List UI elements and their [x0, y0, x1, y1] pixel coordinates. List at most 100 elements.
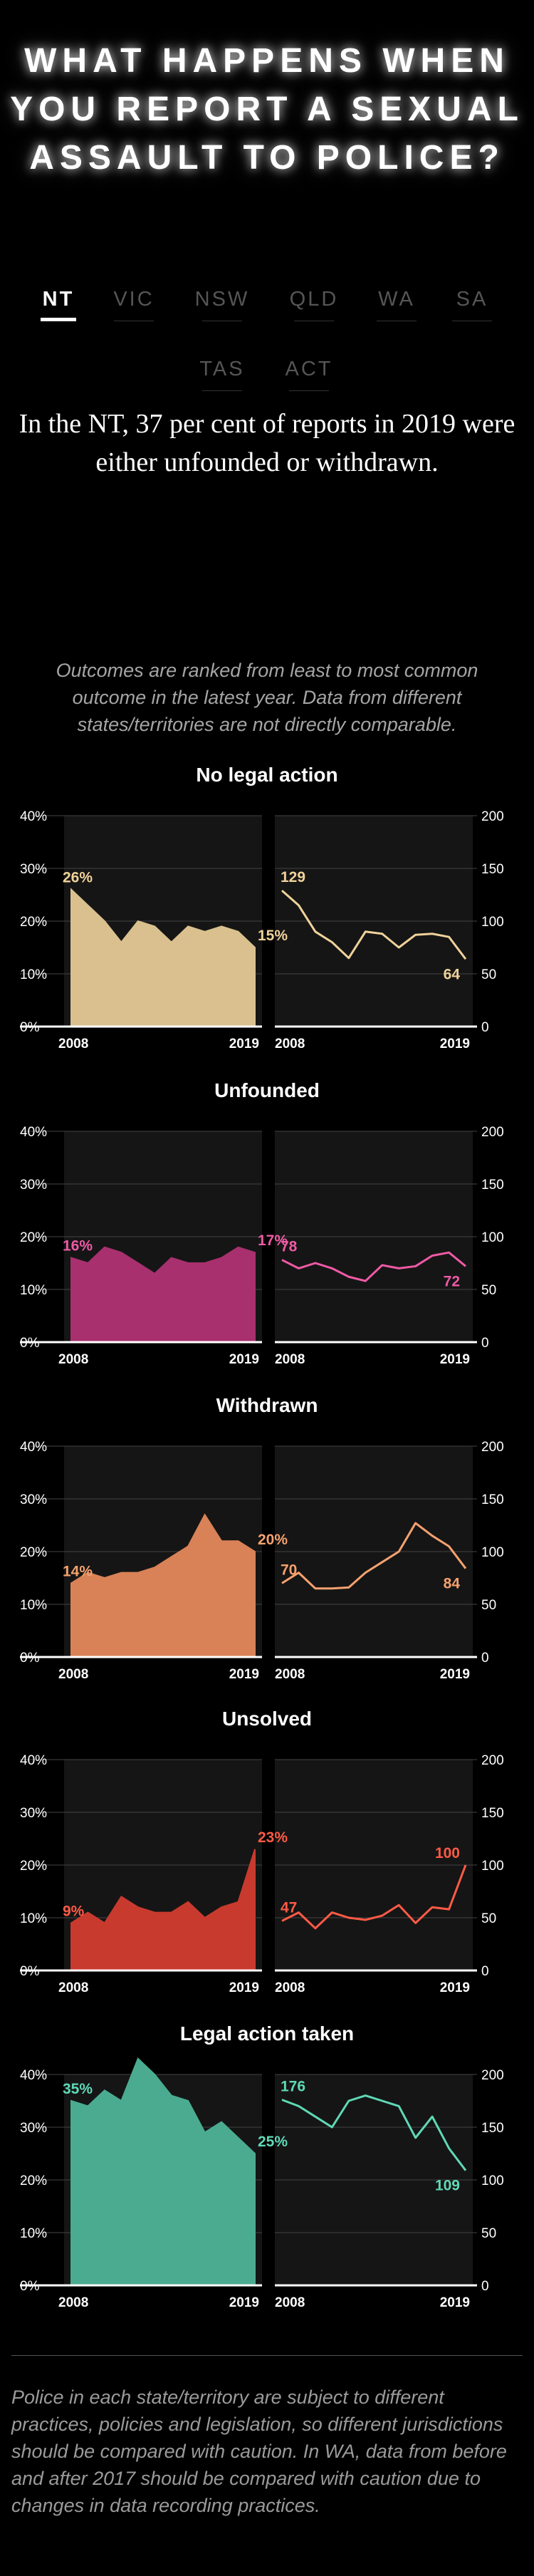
legal-action-taken-percent-tick-label: 20% [20, 2174, 47, 2188]
legal-action-taken-percent-tick-label: 10% [20, 2226, 47, 2241]
no-legal-action-percent-xtick-end: 2019 [229, 1037, 259, 1051]
unsolved-count-last-label: 100 [435, 1845, 460, 1861]
legal-action-taken-percent-tick-label: 40% [20, 2068, 47, 2083]
withdrawn-percent-xtick-end: 2019 [229, 1667, 259, 1682]
unsolved-percent-tick-label: 30% [20, 1806, 47, 1821]
unfounded-percent-tick-label: 30% [20, 1178, 47, 1193]
tab-sa[interactable]: SA [433, 288, 511, 321]
unsolved-percent-first-label: 9% [63, 1903, 85, 1919]
withdrawn-percent-first-label: 14% [63, 1563, 93, 1579]
no-legal-action-percent-tick-label: 10% [20, 967, 47, 982]
withdrawn-count-xtick-start: 2008 [275, 1667, 305, 1682]
unsolved-count-tick-label: 150 [481, 1806, 504, 1821]
no-legal-action-count-tick-label: 100 [481, 915, 504, 930]
unfounded-percent-xtick-end: 2019 [229, 1352, 259, 1367]
no-legal-action-percent-tick-label: 40% [20, 809, 47, 824]
legal-action-taken-count-tick-label: 150 [481, 2121, 504, 2136]
tab-nt[interactable]: NT [19, 288, 98, 321]
no-legal-action-panel-gap [262, 814, 275, 1029]
footnote-text: Police in each state/territory are subje… [11, 2387, 507, 2516]
withdrawn-percent-tick-label: 20% [20, 1545, 47, 1560]
withdrawn-count-first-label: 70 [281, 1562, 297, 1578]
charts-svg: No legal action 40% 30% 20% 10% 0% 200 150 100 50… [20, 764, 504, 2310]
legal-action-taken-percent-tick-label: 30% [20, 2121, 47, 2136]
unsolved-percent-tick-label: 20% [20, 1859, 47, 1874]
no-legal-action-count-tick-label: 150 [481, 862, 504, 877]
unfounded-count-tick-label: 50 [481, 1283, 496, 1298]
no-legal-action-percent-xtick-start: 2008 [58, 1037, 88, 1051]
legal-action-taken-percent-area [70, 2057, 256, 2286]
tab-qld[interactable]: QLD [275, 288, 353, 321]
footnote-divider [11, 2355, 523, 2356]
withdrawn-count-tick-label: 200 [481, 1440, 504, 1455]
unsolved-percent-tick-label: 0% [20, 1964, 40, 1979]
intro-text: Outcomes are ranked from least to most c… [56, 660, 478, 735]
unfounded-title: Unfounded [214, 1079, 320, 1101]
withdrawn-panel-gap [262, 1445, 275, 1660]
tab-vic[interactable]: VIC [95, 288, 173, 321]
no-legal-action-percent-first-label: 26% [63, 870, 93, 886]
withdrawn-count-last-label: 84 [444, 1576, 461, 1592]
page-title: WHAT HAPPENS WHEN YOU REPORT A SEXUAL AS… [10, 42, 524, 177]
no-legal-action-percent-tick-label: 30% [20, 862, 47, 877]
withdrawn-title: Withdrawn [216, 1394, 318, 1416]
unsolved-count-tick-label: 0 [481, 1964, 489, 1979]
legal-action-taken-percent-xtick-end: 2019 [229, 2295, 259, 2310]
no-legal-action-title: No legal action [196, 764, 337, 786]
unfounded-count-line [281, 1251, 466, 1282]
unfounded-percent-tick-label: 0% [20, 1336, 40, 1351]
tab-wa[interactable]: WA [357, 288, 436, 321]
legal-action-taken-count-xtick-start: 2008 [275, 2295, 305, 2310]
unsolved-percent-tick-label: 10% [20, 1911, 47, 1926]
legal-action-taken-count-tick-label: 200 [481, 2068, 504, 2083]
legal-action-taken-percent-tick-label: 0% [20, 2279, 40, 2294]
tab-tas[interactable]: TAS [183, 358, 261, 391]
unfounded-percent-area [70, 1246, 256, 1343]
unfounded-count-xtick-start: 2008 [275, 1352, 305, 1367]
unfounded-percent-first-label: 16% [63, 1238, 93, 1255]
no-legal-action-count-line [281, 889, 467, 960]
no-legal-action-count-tick-label: 0 [481, 1020, 489, 1035]
unfounded-count-tick-label: 200 [481, 1125, 504, 1140]
unsolved-count-first-label: 47 [281, 1899, 297, 1916]
no-legal-action-count-tick-label: 200 [481, 809, 504, 824]
legal-action-taken-percent-first-label: 35% [63, 2081, 93, 2097]
legal-action-taken-count-last-label: 109 [435, 2178, 460, 2194]
withdrawn-count-tick-label: 0 [481, 1651, 489, 1666]
withdrawn-percent-last-label: 20% [258, 1532, 288, 1548]
legal-action-taken-count-tick-label: 50 [481, 2226, 496, 2241]
tab-act[interactable]: ACT [270, 358, 348, 391]
unfounded-percent-xtick-start: 2008 [58, 1352, 88, 1367]
withdrawn-percent-area [70, 1513, 256, 1658]
unsolved-percent-area [70, 1849, 256, 1971]
tab-nsw[interactable]: NSW [183, 288, 261, 321]
legal-action-taken-count-xtick-end: 2019 [440, 2295, 470, 2310]
legal-action-taken-title: Legal action taken [180, 2022, 354, 2045]
unsolved-count-xtick-start: 2008 [275, 1980, 305, 1995]
no-legal-action-count-xtick-end: 2019 [440, 1037, 470, 1051]
unsolved-count-tick-label: 100 [481, 1859, 504, 1874]
unsolved-panel-gap [262, 1758, 275, 1973]
unsolved-percent-tick-label: 40% [20, 1753, 47, 1768]
withdrawn-percent-tick-label: 30% [20, 1492, 47, 1507]
unfounded-percent-tick-label: 10% [20, 1283, 47, 1298]
unsolved-count-tick-label: 200 [481, 1753, 504, 1768]
withdrawn-percent-xtick-start: 2008 [58, 1667, 88, 1682]
legal-action-taken-percent-last-label: 25% [258, 2134, 288, 2150]
withdrawn-percent-tick-label: 0% [20, 1651, 40, 1666]
no-legal-action-count-last-label: 64 [444, 966, 461, 982]
withdrawn-percent-tick-label: 10% [20, 1598, 47, 1613]
legal-action-taken-count-first-label: 176 [281, 2079, 305, 2095]
withdrawn-percent-tick-label: 40% [20, 1440, 47, 1455]
unfounded-panel-gap [262, 1130, 275, 1345]
no-legal-action-percent-last-label: 15% [258, 928, 288, 944]
withdrawn-count-tick-label: 150 [481, 1492, 504, 1507]
withdrawn-count-tick-label: 100 [481, 1545, 504, 1560]
unsolved-percent-xtick-start: 2008 [58, 1980, 88, 1995]
unfounded-count-tick-label: 100 [481, 1230, 504, 1245]
withdrawn-count-tick-label: 50 [481, 1598, 496, 1613]
legal-action-taken-panel-gap [262, 2073, 275, 2288]
unfounded-count-first-label: 78 [281, 1239, 298, 1255]
legal-action-taken-count-line [281, 2094, 467, 2171]
unsolved-title: Unsolved [222, 1708, 312, 1730]
